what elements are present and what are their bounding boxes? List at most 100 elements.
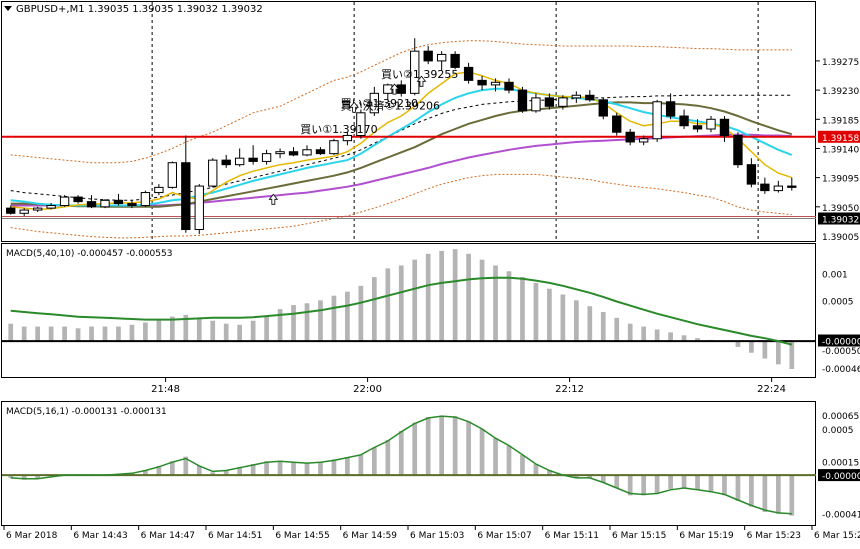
candle-bull [490, 81, 501, 86]
bottom-axis-label: 6 Mar 15:19 [679, 531, 734, 541]
candle-bull [32, 207, 43, 211]
macd2-histogram-bar [250, 464, 256, 476]
macd1-histogram-bar [358, 285, 364, 342]
bollinger-lower-line [10, 173, 792, 239]
trade-annotation-2: 買い決済①1.39206 [341, 99, 440, 113]
candle-bear [665, 101, 676, 117]
candle-bear [450, 53, 460, 68]
macd2-histogram-bar [493, 438, 498, 476]
candle-bear [517, 89, 528, 112]
candle-bull [558, 97, 568, 107]
macd1-histogram-bar [318, 300, 323, 342]
buy-arrow-icon [268, 193, 279, 205]
macd2-histogram-bar [695, 475, 700, 490]
macd1-histogram-bar [533, 282, 539, 342]
macd1-histogram-bar [277, 309, 283, 342]
mid-axis-label: 22:00 [353, 384, 382, 395]
macd1-histogram-bar [547, 288, 552, 342]
price-tick-label: 1.39050 [822, 204, 859, 214]
macd2-histogram-bar [183, 456, 189, 476]
mid-axis-label: 22:12 [555, 384, 584, 395]
candle-bear [315, 149, 326, 155]
candle-bull [194, 185, 204, 231]
macd1-tick-label: -0.000464 [822, 365, 860, 375]
candle-bear [585, 94, 595, 101]
macd2-histogram-bar [264, 461, 269, 476]
candle-bear [787, 185, 797, 188]
macd2-tick-label: 0.0005 [822, 426, 854, 436]
candle-bear [73, 196, 83, 203]
macd2-histogram-bar [573, 475, 579, 478]
buy-arrow-icon [389, 83, 400, 95]
macd1-histogram-bar [89, 326, 94, 342]
macd1-tick-label: 0.0005 [822, 297, 854, 307]
macd1-histogram-bar [654, 329, 660, 342]
macd2-histogram-bar [533, 464, 539, 476]
macd1-histogram-bar [668, 332, 673, 342]
macd1-histogram-bar [169, 316, 175, 342]
bottom-axis-label: 6 Mar 14:51 [208, 531, 262, 541]
macd1-histogram-bar [143, 322, 148, 342]
macd1-histogram-bar [560, 294, 566, 342]
macd2-histogram-bar [169, 461, 175, 476]
candle-bear [127, 203, 137, 207]
price-tick-label: 1.39185 [822, 116, 859, 126]
macd2-tick-label: 0.000651 [822, 412, 860, 422]
level-price-label: 1.39158 [822, 134, 859, 144]
candle-bear [612, 115, 622, 133]
price-tick-label: 1.39005 [822, 233, 859, 243]
macd1-histogram-bar [250, 320, 256, 342]
macd2-histogram-bar [520, 454, 525, 476]
candle-bull [773, 185, 784, 192]
candle-bull [140, 192, 151, 207]
macd2-histogram-bar [223, 470, 229, 476]
macd2-histogram-bar [345, 457, 350, 476]
candle-bear [113, 199, 124, 205]
mid-axis-label: 21:48 [151, 384, 180, 395]
candle-bear [181, 162, 191, 231]
macd1-label: MACD(5,40,10) -0.000457 -0.000553 [6, 249, 172, 259]
candle-bull [19, 209, 29, 214]
macd1-histogram-bar [35, 326, 41, 342]
macd2-histogram-bar [196, 465, 202, 476]
axes: 1.39275 1.39230 1.39185 1.39140 1.39095 1.390… [3, 58, 860, 541]
macd1-histogram-bar [223, 323, 229, 342]
candle-bear [544, 97, 555, 107]
candle-bull [167, 162, 178, 188]
macd2-histogram-bar [681, 475, 687, 488]
candle-bull [275, 151, 285, 155]
level-price-badge [818, 130, 860, 143]
macd2-histogram-bar [735, 475, 741, 501]
bottom-axis-label: 6 Mar 15:11 [545, 531, 599, 541]
macd1-histogram-bar [735, 341, 741, 347]
macd2-histogram-bar [8, 475, 14, 478]
candle-bear [625, 131, 635, 143]
buy-arrow-icon [349, 101, 359, 113]
macd2-histogram-bar [439, 416, 445, 476]
chart-menu-triangle-icon[interactable] [4, 6, 12, 11]
bottom-axis-label: 6 Mar 14:55 [275, 531, 329, 541]
macd2-tick-label: -0.000417 [822, 511, 860, 521]
candle-bear [598, 99, 608, 117]
macd1-tick-label: 0.001 [822, 271, 848, 281]
price-pane-frame [1, 1, 816, 242]
candle-bear [760, 183, 770, 192]
macd2-histogram-bar [156, 465, 162, 476]
candle-bull [706, 118, 716, 130]
candle-bull [531, 97, 541, 112]
trade-annotation-1: 買い②1.39210 [341, 97, 418, 110]
macd2-histogram-bar [614, 475, 620, 488]
macd2-zero-badge [818, 469, 860, 482]
macd1-histogram-bar [156, 318, 162, 342]
macd1-histogram-bar [641, 326, 647, 342]
macd1-histogram-bar [385, 268, 391, 342]
mid-axis-label: 22:24 [757, 384, 786, 395]
macd2-signal-line [10, 415, 792, 515]
macd1-histogram-bar [196, 317, 202, 342]
macd2-histogram-bar [291, 462, 296, 476]
candle-bear [504, 81, 514, 91]
macd1-signal-line [10, 276, 793, 346]
macd1-histogram-bar [479, 259, 485, 342]
macd1-histogram-bar [439, 250, 445, 342]
